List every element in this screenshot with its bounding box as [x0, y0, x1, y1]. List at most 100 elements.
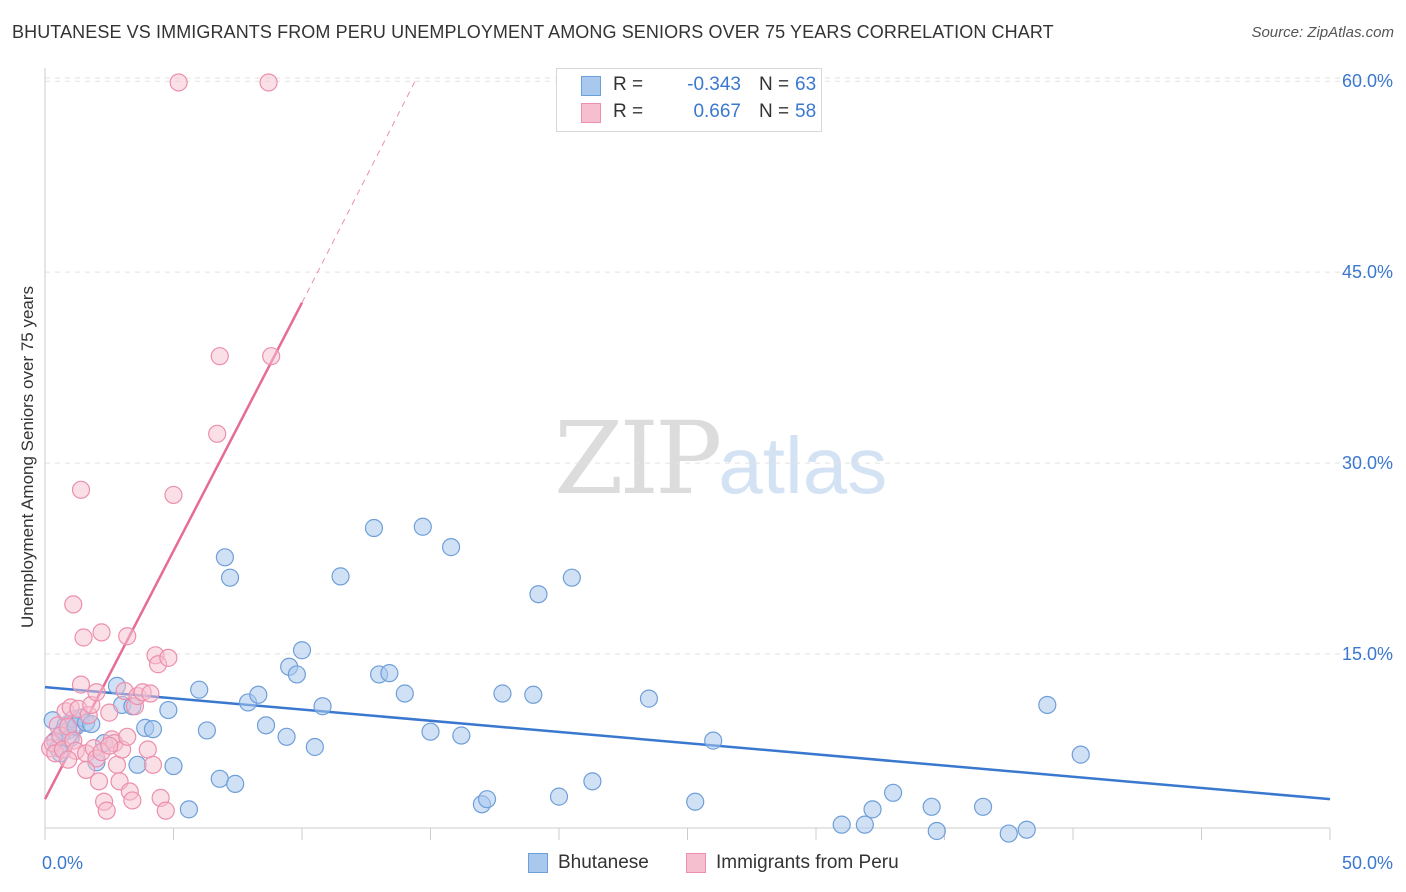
- bhutanese-point: [832, 815, 851, 834]
- peru-point: [92, 623, 111, 642]
- peru-point: [100, 736, 119, 755]
- bhutanese-point: [883, 783, 903, 802]
- peru-point: [169, 73, 188, 92]
- peru-point: [71, 675, 91, 694]
- peru-point: [59, 750, 78, 769]
- peru-point: [118, 627, 137, 646]
- bhutanese-point: [529, 585, 548, 604]
- correlation-legend: R = -0.343 N = 63 R = 0.667 N = 58: [556, 68, 822, 132]
- watermark-zip: ZIP: [554, 400, 722, 517]
- bhutanese-point: [1071, 745, 1090, 764]
- bhutanese-point: [927, 821, 946, 841]
- source-credit: Source: ZipAtlas.com: [1251, 24, 1394, 41]
- peru-trend-extension: [301, 80, 416, 303]
- bhutanese-point: [477, 790, 497, 809]
- bhutanese-point: [128, 755, 147, 774]
- bhutanese-point: [549, 787, 569, 806]
- y-axis-label: Unemployment Among Seniors over 75 years: [18, 285, 37, 629]
- bhutanese-point: [179, 800, 199, 819]
- grid-lines: [45, 77, 1392, 655]
- bhutanese-point: [1038, 695, 1057, 715]
- bhutanese-point: [395, 684, 414, 703]
- bhutanese-points: [43, 517, 1090, 843]
- peru-point: [156, 801, 175, 820]
- bhutanese-point: [583, 772, 602, 791]
- peru-point: [208, 424, 227, 443]
- bhutanese-point: [287, 665, 306, 684]
- bhutanese-point: [704, 731, 723, 750]
- legend-label: Immigrants from Peru: [716, 852, 899, 873]
- axes: [44, 68, 1331, 840]
- y-tick-label: 60.0%: [1342, 71, 1393, 91]
- bhutanese-point: [863, 800, 882, 819]
- bhutanese-point: [210, 769, 229, 788]
- bhutanese-point: [249, 685, 268, 704]
- bhutanese-point: [1017, 820, 1036, 839]
- chart-title: BHUTANESE VS IMMIGRANTS FROM PERU UNEMPL…: [12, 22, 1054, 42]
- r-value: 0.667: [693, 101, 741, 122]
- bhutanese-point: [215, 548, 234, 567]
- y-tick-label: 45.0%: [1342, 262, 1393, 282]
- bhutanese-point: [143, 720, 163, 739]
- n-label: N =: [759, 74, 790, 95]
- bhutanese-point: [421, 722, 440, 741]
- bhutanese-point: [197, 721, 217, 740]
- peru-point: [77, 760, 96, 779]
- bhutanese-point: [380, 664, 399, 683]
- bhutanese-point: [190, 680, 209, 699]
- n-label: N =: [759, 101, 790, 122]
- bhutanese-point: [277, 727, 296, 746]
- bhutanese-point: [292, 641, 312, 660]
- bhutanese-point: [364, 518, 384, 538]
- watermark: ZIPatlas: [554, 400, 887, 517]
- legend-label: Bhutanese: [558, 852, 649, 873]
- bhutanese-point: [441, 538, 461, 557]
- peru-point: [107, 755, 127, 774]
- peru-point: [159, 648, 178, 667]
- peru-point: [262, 347, 281, 366]
- bhutanese-point: [999, 824, 1018, 843]
- peru-point: [71, 480, 91, 499]
- n-value: 63: [795, 74, 817, 95]
- trend-lines: [43, 80, 1331, 801]
- peru-point: [74, 628, 93, 647]
- peru-point: [141, 684, 160, 703]
- bhutanese-point: [562, 568, 581, 587]
- bhutanese-point: [313, 697, 332, 716]
- bhutanese-point: [226, 774, 245, 793]
- y-tick-label: 15.0%: [1342, 644, 1393, 664]
- bhutanese-point: [524, 685, 543, 704]
- peru-point: [259, 73, 278, 92]
- bhutanese-point: [973, 797, 993, 816]
- bhutanese-point: [922, 797, 941, 816]
- bhutanese-point: [305, 737, 324, 757]
- peru-point: [87, 683, 106, 702]
- bhutanese-point: [413, 517, 432, 536]
- peru-point: [143, 755, 163, 774]
- peru-point: [64, 595, 83, 614]
- bhutanese-point: [256, 716, 276, 735]
- bhutanese-point: [164, 756, 183, 776]
- peru-point: [138, 740, 157, 759]
- peru-point: [123, 791, 142, 810]
- bhutanese-swatch: [581, 76, 601, 96]
- tick-labels: 15.0% 30.0% 45.0% 60.0% 0.0% 50.0%: [42, 71, 1393, 873]
- x-tick-label-max: 50.0%: [1342, 853, 1393, 873]
- peru-point: [164, 485, 183, 505]
- peru-point: [100, 703, 119, 722]
- bhutanese-point: [639, 689, 659, 708]
- y-tick-label: 30.0%: [1342, 453, 1393, 473]
- bhutanese-point: [331, 567, 350, 586]
- bhutanese-point: [686, 792, 705, 811]
- r-label: R =: [613, 101, 644, 122]
- bhutanese-swatch: [528, 853, 548, 873]
- r-value: -0.343: [687, 74, 741, 95]
- peru-point: [89, 772, 109, 791]
- bhutanese-point: [159, 700, 178, 720]
- r-label: R =: [613, 74, 644, 95]
- peru-point: [118, 727, 137, 746]
- x-tick-label-min: 0.0%: [42, 853, 83, 873]
- peru-swatch: [686, 853, 706, 873]
- peru-point: [97, 801, 116, 820]
